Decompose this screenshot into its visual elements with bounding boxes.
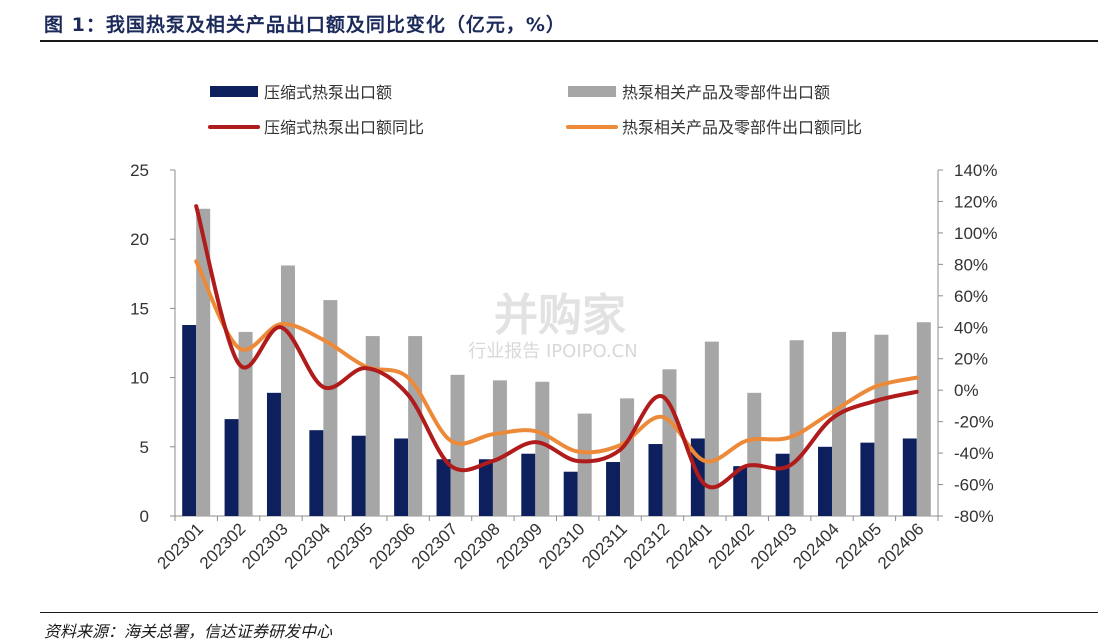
x-tick-label: 202406 bbox=[874, 519, 928, 573]
bar-heat-pump-parts bbox=[238, 331, 253, 516]
right-tick-label: 0% bbox=[954, 381, 979, 400]
legend-label: 热泵相关产品及零部件出口额同比 bbox=[622, 118, 862, 137]
bar-compression-heat-pump bbox=[266, 392, 281, 516]
x-tick-label: 202302 bbox=[196, 519, 250, 573]
right-tick-label: -60% bbox=[954, 476, 994, 495]
left-tick-label: 5 bbox=[140, 438, 149, 457]
footer-rule bbox=[40, 612, 1098, 613]
bar-heat-pump-parts bbox=[704, 341, 719, 516]
left-tick-label: 10 bbox=[130, 369, 149, 388]
lines bbox=[194, 204, 919, 490]
bar-heat-pump-parts bbox=[492, 380, 507, 516]
x-tick-label: 202304 bbox=[281, 519, 335, 573]
source-note: 资料来源：海关总署，信达证券研发中心 bbox=[44, 622, 333, 641]
bar-compression-heat-pump bbox=[309, 430, 324, 516]
x-tick-label: 202307 bbox=[408, 519, 462, 573]
bar-heat-pump-parts bbox=[874, 334, 889, 516]
right-tick-label: 60% bbox=[954, 287, 988, 306]
bar-compression-heat-pump bbox=[182, 325, 197, 516]
right-tick-label: 100% bbox=[954, 224, 997, 243]
x-tick-label: 202403 bbox=[747, 519, 801, 573]
right-tick-label: 20% bbox=[954, 350, 988, 369]
bar-compression-heat-pump bbox=[860, 442, 875, 516]
right-tick-label: 140% bbox=[954, 161, 997, 180]
bar-compression-heat-pump bbox=[351, 435, 366, 516]
line-compression-yoy bbox=[194, 204, 919, 490]
x-tick-label: 202305 bbox=[323, 519, 377, 573]
bars bbox=[182, 208, 931, 516]
right-tick-label: -40% bbox=[954, 444, 994, 463]
bar-compression-heat-pump bbox=[436, 459, 451, 516]
bar-heat-pump-parts bbox=[747, 392, 762, 516]
bar-heat-pump-parts bbox=[280, 265, 295, 516]
legend-label: 压缩式热泵出口额同比 bbox=[264, 118, 424, 137]
x-tick-label: 202303 bbox=[238, 519, 292, 573]
bar-heat-pump-parts bbox=[535, 381, 550, 516]
bar-compression-heat-pump bbox=[902, 438, 917, 516]
right-tick-label: 40% bbox=[954, 318, 988, 337]
watermark-main: 并购家 bbox=[494, 290, 626, 341]
x-tick-label: 202401 bbox=[662, 519, 716, 573]
bar-compression-heat-pump bbox=[648, 444, 663, 516]
right-tick-label: 80% bbox=[954, 255, 988, 274]
x-tick-label: 202312 bbox=[620, 519, 674, 573]
left-tick-label: 25 bbox=[130, 161, 149, 180]
bar-compression-heat-pump bbox=[224, 419, 239, 516]
legend-label: 压缩式热泵出口额 bbox=[264, 83, 392, 102]
watermark-sub: 行业报告 IPOIPO.CN bbox=[468, 341, 637, 362]
x-tick-label: 202308 bbox=[450, 519, 504, 573]
bar-compression-heat-pump bbox=[818, 446, 833, 516]
bar-heat-pump-parts bbox=[620, 398, 635, 516]
x-tick-label: 202404 bbox=[789, 519, 843, 573]
legend-swatch bbox=[210, 86, 258, 97]
bar-heat-pump-parts bbox=[832, 331, 847, 516]
watermark: 并购家 行业报告 IPOIPO.CN bbox=[468, 290, 637, 362]
bar-heat-pump-parts bbox=[577, 413, 592, 516]
bar-heat-pump-parts bbox=[662, 369, 677, 516]
chart-canvas: 并购家 行业报告 IPOIPO.CN 压缩式热泵出口额 热泵相关产品及零部件出口额… bbox=[130, 83, 997, 573]
left-tick-label: 15 bbox=[130, 299, 149, 318]
x-tick-label: 202405 bbox=[832, 519, 886, 573]
right-tick-label: 120% bbox=[954, 192, 997, 211]
right-tick-label: -80% bbox=[954, 507, 994, 526]
bar-heat-pump-parts bbox=[323, 300, 338, 516]
title-rule bbox=[40, 40, 1098, 42]
bar-compression-heat-pump bbox=[606, 462, 621, 516]
bar-compression-heat-pump bbox=[733, 466, 748, 516]
line-parts-yoy bbox=[194, 259, 919, 464]
x-tick-label: 202310 bbox=[535, 519, 589, 573]
right-tick-label: -20% bbox=[954, 413, 994, 432]
bar-compression-heat-pump bbox=[521, 453, 536, 516]
bar-heat-pump-parts bbox=[408, 336, 423, 516]
bar-heat-pump-parts bbox=[916, 322, 931, 516]
bar-compression-heat-pump bbox=[775, 453, 790, 516]
bar-compression-heat-pump bbox=[563, 471, 578, 516]
bar-heat-pump-parts bbox=[789, 340, 804, 516]
x-tick-label: 202402 bbox=[705, 519, 759, 573]
bar-compression-heat-pump bbox=[394, 438, 409, 516]
chart-title: 图 1：我国热泵及相关产品出口额及同比变化（亿元，%） bbox=[44, 14, 566, 36]
left-tick-label: 20 bbox=[130, 230, 149, 249]
x-tick-label: 202306 bbox=[365, 519, 419, 573]
x-tick-label: 202309 bbox=[493, 519, 547, 573]
legend-swatch bbox=[568, 86, 616, 97]
left-tick-label: 0 bbox=[140, 507, 149, 526]
bar-compression-heat-pump bbox=[478, 459, 493, 516]
bar-heat-pump-parts bbox=[365, 336, 380, 516]
legend-label: 热泵相关产品及零部件出口额 bbox=[622, 83, 830, 102]
x-tick-label: 202301 bbox=[153, 519, 207, 573]
